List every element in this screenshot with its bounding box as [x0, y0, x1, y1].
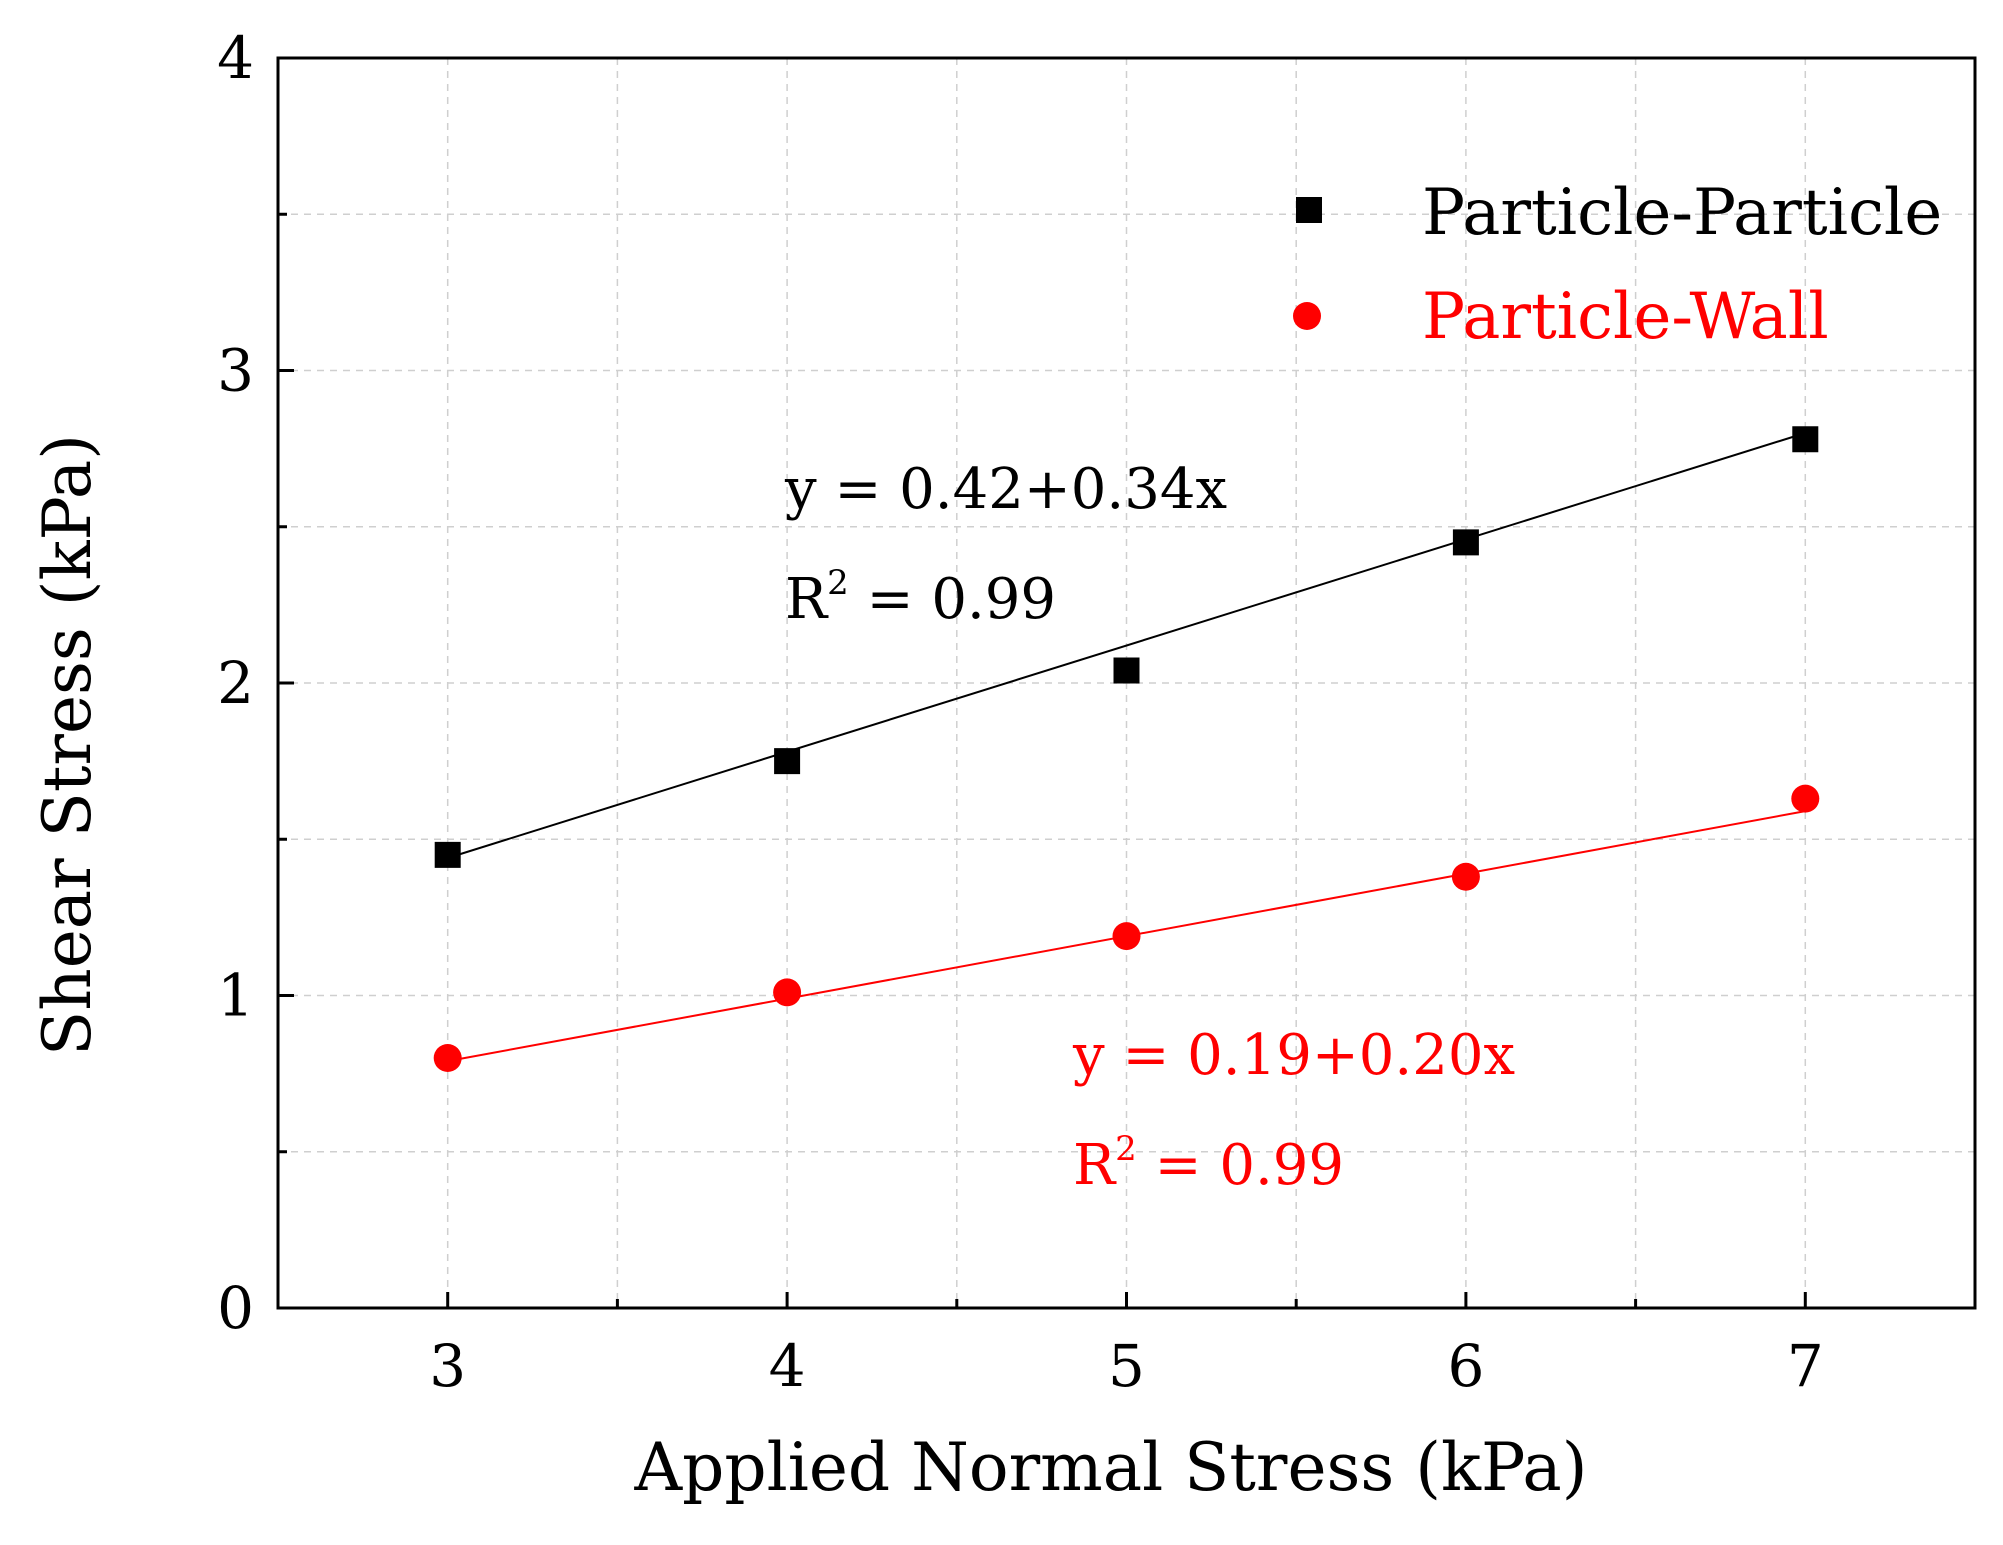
y-tick-label: 2 — [217, 649, 254, 717]
axis-ticks — [278, 212, 1807, 1308]
data-point-circle — [1451, 862, 1480, 891]
tick-labels: 3 4 5 6 7 0 1 2 3 4 — [217, 24, 1824, 1400]
y-tick-label: 3 — [217, 337, 254, 405]
data-point-square — [774, 748, 801, 775]
data-point-circle — [433, 1044, 462, 1072]
fit-r2-particle-wall: R2 = 0.99 — [1073, 1129, 1344, 1198]
x-tick-label: 4 — [769, 1332, 806, 1400]
y-tick-label: 1 — [217, 962, 254, 1030]
x-tick-label: 3 — [429, 1332, 466, 1400]
data-point-circle — [1112, 922, 1141, 951]
fit-r2-particle-particle: R2 = 0.99 — [785, 563, 1056, 632]
y-tick-label: 4 — [217, 24, 254, 92]
x-tick-label: 7 — [1787, 1332, 1824, 1400]
legend-marker-particle-particle — [1296, 197, 1322, 223]
x-axis-title: Applied Normal Stress (kPa) — [633, 1429, 1587, 1506]
legend: Particle-Particle Particle-Wall — [1293, 176, 1942, 354]
x-tick-label: 5 — [1108, 1332, 1145, 1400]
fit-annotations: y = 0.42+0.34x R2 = 0.99 y = 0.19+0.20x … — [784, 457, 1515, 1198]
legend-marker-particle-wall — [1293, 302, 1321, 330]
y-axis-title: Shear Stress (kPa) — [29, 434, 106, 1056]
data-point-square — [1792, 426, 1819, 453]
fit-equation-particle-wall: y = 0.19+0.20x — [1072, 1023, 1515, 1088]
data-point-circle — [1791, 784, 1820, 813]
data-point-square — [1113, 657, 1140, 684]
legend-label-particle-wall: Particle-Wall — [1422, 280, 1829, 354]
data-point-square — [1452, 529, 1479, 556]
x-tick-label: 6 — [1447, 1332, 1484, 1400]
data-point-circle — [773, 978, 802, 1007]
y-tick-label: 0 — [217, 1274, 254, 1342]
fit-equation-particle-particle: y = 0.42+0.34x — [784, 457, 1227, 522]
data-point-square — [434, 841, 461, 868]
data-points — [433, 426, 1820, 1072]
legend-label-particle-particle: Particle-Particle — [1422, 176, 1942, 250]
fit-line-series-0 — [447, 432, 1806, 859]
